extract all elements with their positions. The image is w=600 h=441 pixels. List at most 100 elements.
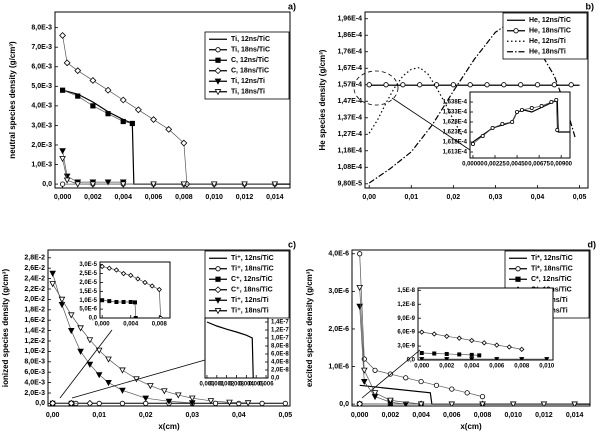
y-tick-label: 1,4E-7: [271, 320, 289, 326]
x-tick-label: 0,000: [54, 194, 72, 201]
y-tick-label: 0,0: [35, 400, 45, 407]
legend-label: Ti⁺, 18ns/Ti: [231, 308, 269, 315]
y-tick-label: 1,96E-4: [337, 16, 362, 23]
x-tick-label: 0,010: [205, 194, 223, 201]
y-tick-label: 8,0E-8: [271, 344, 289, 350]
x-tick-label: 0,00450: [506, 162, 528, 168]
y-tick-label: 4,0E-3: [31, 103, 52, 110]
marker: [106, 111, 110, 115]
marker: [76, 94, 80, 98]
marker: [237, 401, 241, 405]
panel-label: d): [588, 239, 597, 249]
y-tick-label: 1,08E-4: [337, 164, 362, 171]
x-tick-label: 0,014: [266, 194, 284, 201]
y-tick-label: 2,0E-2: [24, 296, 45, 303]
x-tick-label: 0,006: [489, 364, 505, 370]
x-tick-label: 0,05: [573, 194, 587, 201]
y-tick-label: 3,0E-9: [397, 344, 415, 350]
y-tick-label: 1,27E-4: [337, 131, 362, 138]
x-tick-label: 0,02: [139, 412, 153, 419]
x-tick-label: 0,04: [531, 194, 545, 201]
x-tick-label: 0,012: [236, 194, 254, 201]
marker: [501, 122, 504, 125]
y-tick-label: 9,80E-5: [337, 181, 362, 188]
y-tick-label: 1,0E-5: [79, 298, 97, 304]
x-tick-label: 0,008: [514, 364, 530, 370]
y-tick-label: 1,2E-8: [397, 302, 415, 308]
x-tick-label: 0,00225: [484, 162, 506, 168]
marker: [556, 128, 559, 131]
y-axis-label: ionized species density (g/cm³): [1, 269, 10, 388]
marker: [569, 83, 573, 87]
marker: [468, 83, 472, 87]
marker: [404, 376, 408, 380]
plot-frame: [470, 92, 570, 158]
y-tick-label: 4,0E-6: [328, 251, 349, 258]
marker: [420, 351, 423, 354]
y-tick-label: 8,0E-3: [24, 359, 45, 366]
marker: [384, 83, 388, 87]
marker: [216, 58, 220, 62]
y-tick-label: 6,0E-8: [271, 352, 289, 358]
marker: [213, 401, 217, 405]
marker: [97, 401, 101, 405]
marker: [401, 83, 405, 87]
x-tick-label: 0,010: [539, 364, 555, 370]
marker: [485, 83, 489, 87]
marker: [260, 401, 264, 405]
x-tick-label: 0,006: [443, 412, 461, 419]
x-tick-label: 0,03: [185, 412, 199, 419]
legend-label: He, 18ns/Ti: [529, 49, 566, 56]
y-tick-label: 4,0E-3: [24, 379, 45, 386]
marker: [417, 83, 421, 87]
x-tick-label: 0,002: [84, 194, 102, 201]
marker: [552, 83, 556, 87]
marker: [419, 379, 423, 383]
marker: [434, 383, 438, 387]
marker: [144, 401, 148, 405]
marker: [535, 83, 539, 87]
x-tick-label: 0,004: [464, 364, 480, 370]
y-tick-label: 7,0E-3: [31, 44, 52, 51]
marker: [481, 134, 484, 137]
legend-label: Ti, 12ns/Ti: [231, 78, 265, 85]
legend-label: Ti*, 12ns/TiC: [531, 255, 573, 262]
inset-chart: 0,0000,0010,0020,0030,0040,0050,0060,02,…: [199, 318, 289, 388]
y-tick-label: 1,47E-4: [337, 98, 362, 105]
y-tick-label: 3,0E-6: [328, 288, 349, 295]
y-tick-label: 0,0: [407, 358, 416, 364]
y-tick-label: 2,8E-2: [24, 255, 45, 262]
x-axis-label: x(cm): [158, 422, 180, 431]
y-tick-label: 9,0E-9: [397, 316, 415, 322]
y-tick-label: 3,0E-5: [79, 262, 97, 268]
marker: [516, 277, 520, 281]
y-tick-label: 2,0E-3: [24, 390, 45, 397]
y-tick-label: 5,0E-3: [31, 83, 52, 90]
legend-label: He, 12ns/Ti: [529, 38, 566, 45]
legend-label: He, 12ns/TiC: [529, 17, 571, 24]
y-tick-label: 1,0E-7: [271, 336, 289, 342]
y-tick-label: 1,5E-5: [79, 289, 97, 295]
y-tick-label: 1,67E-4: [337, 65, 362, 72]
marker: [471, 142, 474, 145]
y-tick-label: 2,4E-2: [24, 275, 45, 282]
x-tick-label: 0,010: [504, 412, 522, 419]
y-axis-label: neutral species density (g/cm³): [8, 41, 17, 159]
legend-label: C⁺, 12ns/TiC: [231, 276, 273, 283]
x-tick-label: 0,00900: [550, 162, 572, 168]
marker: [433, 352, 436, 355]
marker: [373, 368, 377, 372]
y-tick-label: 1,4E-2: [24, 327, 45, 334]
x-tick-label: 0,002: [439, 364, 455, 370]
x-tick-label: 0,00675: [528, 162, 550, 168]
y-tick-label: 2,6E-2: [24, 265, 45, 272]
y-tick-label: 1,2E-7: [271, 328, 289, 334]
panel-label: a): [288, 1, 296, 11]
marker: [515, 110, 518, 113]
x-tick-label: 0,000: [351, 412, 369, 419]
y-tick-label: 1,0E-3: [31, 161, 52, 168]
